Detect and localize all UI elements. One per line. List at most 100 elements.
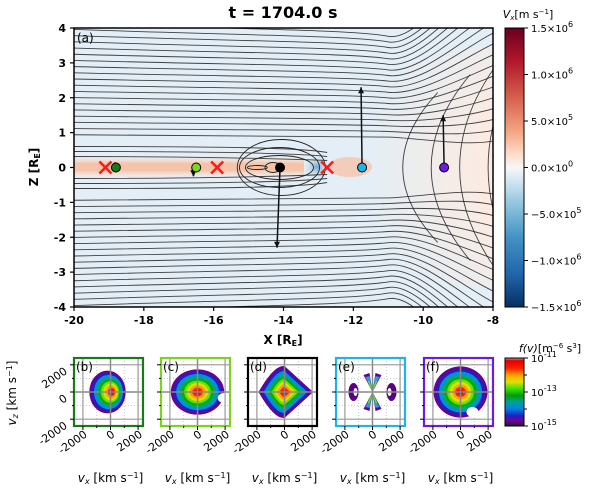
y-tick-label: 2 [58,92,66,105]
field-line [402,92,439,243]
x-tick-label: -12 [343,314,363,327]
field-line [74,28,485,76]
colorbar-tick-label: −5.0×105 [531,206,581,221]
x-tick-label: -8 [487,314,499,327]
x-line-marker [98,160,113,175]
velocity-arrow [442,115,445,168]
arrow-head [274,241,281,248]
vdf-x-tick-label: -2000 [230,428,264,457]
main-plot-area [74,28,493,307]
vdf-x-tick-label: 2000 [114,428,144,455]
fv-colorbar-tick-label: 10-11 [531,350,557,365]
vx-colorbar [504,27,525,308]
y-axis-label: Z [RE] [27,148,42,187]
x-tick-label: -20 [64,314,84,327]
field-line [74,281,440,307]
field-line [430,74,471,261]
x-tick-label: -16 [204,314,224,327]
velocity-arrow [360,87,363,168]
field-line [74,75,493,105]
y-tick-label: -4 [54,301,67,314]
vdf-x-tick-label: 2000 [201,428,231,455]
vdf-x-tick-label: 0 [191,428,204,443]
y-tick-label: 3 [58,57,66,70]
vdf-x-axis-label: vx [km s−1] [252,471,318,486]
vdf-x-tick-label: 0 [454,428,467,443]
colorbar-tick-label: 1.5×106 [531,20,573,35]
colorbar-tick-label: −1.0×106 [531,253,581,268]
vdf-panel-label: (b) [76,360,93,374]
vdf-x-tick-label: 2000 [376,428,406,455]
field-line [487,123,493,212]
vdf-y-tick-label: 0 [57,392,70,407]
colorbar-tick-label: 0.0×100 [531,160,573,175]
fv-colorbar-tick-label: 10-13 [531,384,557,399]
field-line [74,28,431,48]
vdf-x-tick-label: -2000 [318,428,352,457]
vdf-distribution [89,370,126,414]
x-line-marker [320,160,335,175]
vdf-x-tick-label: 0 [366,428,379,443]
field-line [74,146,328,153]
field-line [208,298,415,307]
y-tick-label: -3 [54,266,66,279]
vdf-panel-label: (f) [426,360,440,374]
field-line [74,292,423,307]
vdf-x-tick-label: 2000 [464,428,494,455]
field-line [74,247,493,292]
field-line [74,242,493,281]
vdf-x-axis-label: vx [km s−1] [428,471,494,486]
vdf-x-axis-label: vx [km s−1] [165,471,231,486]
field-line [74,54,493,93]
field-line-loop [246,165,268,170]
field-line [74,253,493,303]
field-line [74,28,449,60]
y-tick-label: 1 [58,127,66,140]
panel-label-a: (a) [77,31,94,45]
field-line [74,134,493,144]
field-line [74,32,493,82]
vdf-x-tick-label: 2000 [288,428,318,455]
vdf-location-d [275,162,286,173]
field-line [74,43,493,88]
vdf-x-tick-label: -2000 [143,428,177,457]
current-sheet-flow [74,156,304,178]
field-line [74,108,493,122]
chart-title: t = 1704.0 s [228,3,337,22]
field-line [74,230,493,260]
vdf-panel-label: (c) [163,360,179,374]
field-line [74,86,493,110]
arrow-head [440,115,447,122]
field-line [74,28,471,71]
field-line [74,225,493,249]
field-line [74,270,459,307]
vdf-x-axis-label: vx [km s−1] [78,471,144,486]
vdf-x-tick-label: 0 [278,428,291,443]
vdf-location-e [357,162,368,173]
vx-colorbar-label: Vx[m s−1] [503,8,554,22]
vdf-x-tick-label: 0 [104,428,117,443]
fv-colorbar-label: f(v)[m−6 s3] [519,342,581,355]
vdf-x-tick-label: -2000 [406,428,440,457]
field-line [74,28,440,54]
field-line [74,174,328,179]
field-line [74,182,328,189]
vdf-y-tick-label: 2000 [39,365,69,392]
x-line-marker [210,160,225,175]
y-tick-label: 4 [58,22,66,35]
x-tick-label: -14 [274,314,294,327]
field-line [74,128,493,135]
vdf-distribution [348,373,397,411]
field-line [74,200,493,207]
vdf-location-f [439,162,450,173]
vdf-panel-label: (d) [250,360,267,374]
field-line [74,156,328,161]
field-line [74,118,493,128]
velocity-arrow [276,167,281,248]
